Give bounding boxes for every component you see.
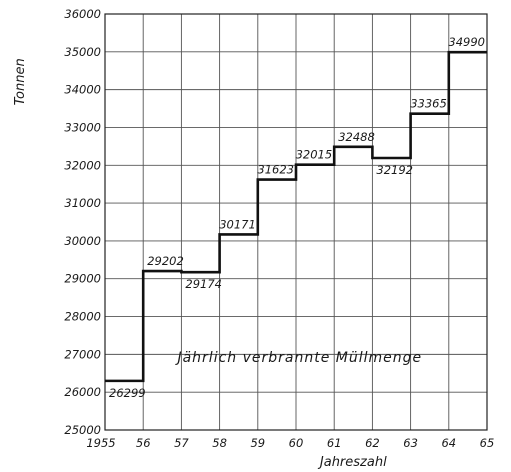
x-tick-label-5: 60: [289, 436, 304, 450]
x-tick-label-0: 1955: [86, 436, 115, 450]
y-tick-label-4: 29000: [64, 272, 101, 286]
y-tick-label-3: 28000: [64, 310, 101, 324]
x-tick-label-2: 57: [174, 436, 189, 450]
y-tick-label-9: 34000: [64, 83, 101, 97]
y-tick-label-0: 25000: [64, 423, 101, 437]
plot-frame: [104, 13, 488, 431]
x-tick-label-9: 64: [441, 436, 456, 450]
x-tick-label-3: 58: [212, 436, 227, 450]
x-axis-title: Jahreszahl: [317, 455, 387, 470]
data-label-6: 32488: [338, 130, 375, 144]
data-label-0: 26299: [109, 386, 146, 400]
x-tick-label-6: 61: [327, 436, 342, 450]
x-axis-ticks: 1955 56 57 58 59 60 61 62 63 64 65: [86, 436, 494, 450]
chart-annotation: Jährlich verbrannte Müllmenge: [174, 350, 422, 366]
grid: [104, 13, 488, 431]
data-label-5: 32015: [296, 148, 333, 162]
x-tick-label-8: 63: [403, 436, 418, 450]
y-tick-label-7: 32000: [64, 158, 101, 172]
x-tick-label-1: 56: [136, 436, 151, 450]
x-tick-label-10: 65: [480, 436, 495, 450]
data-label-9: 34990: [448, 35, 485, 49]
series-step-line: [105, 50, 487, 383]
y-tick-label-2: 27000: [64, 347, 101, 361]
y-axis-ticks: 25000 26000 27000 28000 29000 30000 31000 32000…: [64, 7, 101, 437]
data-label-1: 29202: [147, 254, 184, 268]
y-tick-label-11: 36000: [64, 7, 101, 21]
data-label-7: 32192: [376, 163, 413, 177]
x-tick-label-7: 62: [365, 436, 380, 450]
y-tick-label-1: 26000: [64, 385, 101, 399]
y-tick-label-10: 35000: [64, 45, 101, 59]
y-tick-label-6: 31000: [64, 196, 101, 210]
data-label-8: 33365: [410, 97, 447, 111]
data-label-2: 29174: [185, 277, 222, 291]
data-label-3: 30171: [219, 217, 256, 231]
y-axis-title: Tonnen: [13, 58, 28, 105]
data-label-4: 31623: [257, 163, 294, 177]
y-tick-label-8: 33000: [64, 120, 101, 134]
y-tick-label-5: 30000: [64, 234, 101, 248]
x-tick-label-4: 59: [250, 436, 265, 450]
